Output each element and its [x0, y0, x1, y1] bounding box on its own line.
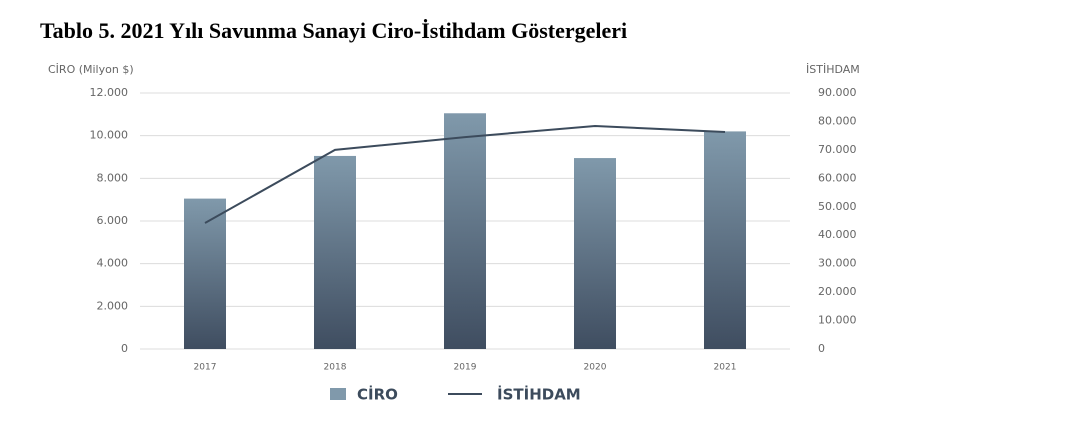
y-tick-label: 6.000 [97, 214, 129, 227]
y2-tick-label: 50.000 [818, 200, 857, 213]
x-tick-label: 2019 [454, 363, 477, 373]
y-tick-label: 2.000 [97, 299, 129, 312]
bar [574, 158, 616, 349]
y-tick-label: 10.000 [90, 129, 129, 142]
x-tick-label: 2021 [714, 363, 737, 373]
legend-label: İSTİHDAM [497, 385, 581, 404]
chart-title: Tablo 5. 2021 Yılı Savunma Sanayi Ciro-İ… [40, 18, 627, 43]
bar [444, 113, 486, 350]
y2-tick-label: 10.000 [818, 314, 857, 327]
y-tick-label: 8.000 [97, 171, 129, 184]
y2-tick-label: 40.000 [818, 228, 857, 241]
x-tick-label: 2018 [324, 363, 347, 373]
x-tick-label: 2017 [194, 363, 217, 373]
y2-tick-label: 60.000 [818, 171, 857, 184]
line [204, 124, 726, 224]
x-tick-label: 2020 [584, 363, 607, 373]
bar [704, 131, 746, 349]
bar [184, 198, 226, 349]
y2-tick-label: 90.000 [818, 86, 857, 99]
y-tick-label: 12.000 [90, 86, 129, 99]
y2-tick-label: 70.000 [818, 143, 857, 156]
y-tick-label: 4.000 [97, 257, 129, 270]
y-tick-label: 0 [121, 342, 128, 355]
y2-tick-label: 0 [818, 342, 825, 355]
y2-axis-title: İSTİHDAM [806, 63, 860, 76]
legend-label: CİRO [357, 385, 398, 404]
y2-tick-label: 30.000 [818, 257, 857, 270]
legend-swatch [330, 388, 346, 400]
y-axis-title: CİRO (Milyon $) [48, 63, 134, 76]
y2-tick-label: 20.000 [818, 285, 857, 298]
bar [314, 155, 356, 349]
y2-tick-label: 80.000 [818, 114, 857, 127]
